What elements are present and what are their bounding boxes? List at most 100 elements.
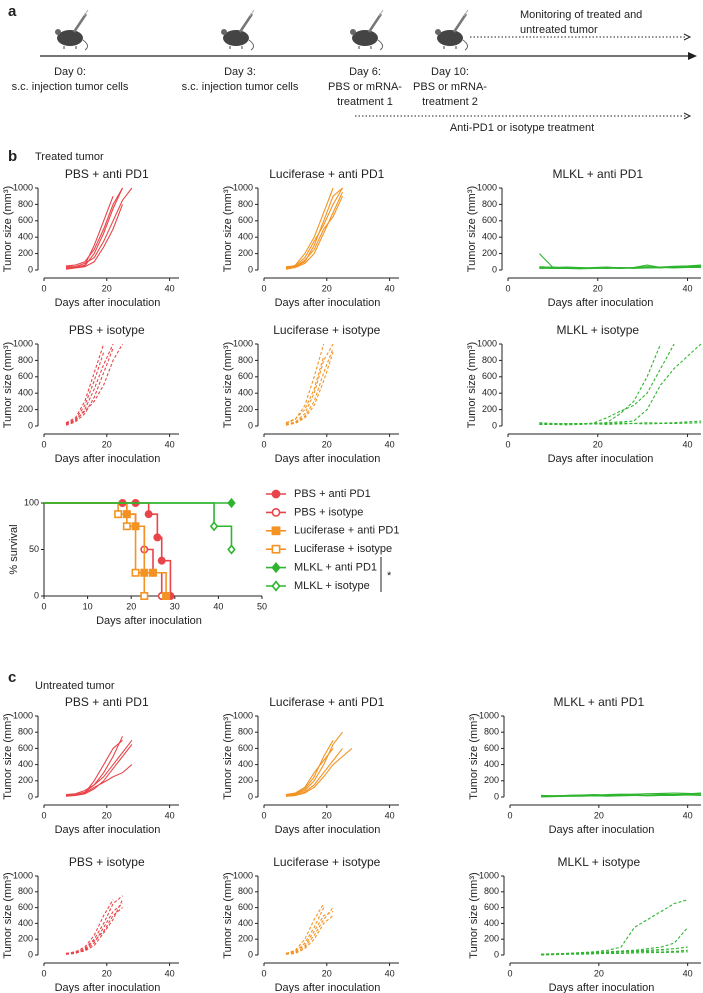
tumor-line bbox=[285, 187, 343, 269]
x-tick-label: 40 bbox=[213, 601, 223, 611]
x-tick-label: 20 bbox=[102, 810, 112, 820]
x-tick-label: 20 bbox=[593, 283, 603, 293]
tumor-line bbox=[65, 343, 105, 424]
x-tick-label: 40 bbox=[165, 810, 175, 820]
event-text: PBS or mRNA- bbox=[413, 81, 487, 93]
monitoring-text: untreated tumor bbox=[520, 24, 598, 36]
y-tick-label: 1000 bbox=[13, 870, 33, 880]
x-tick-label: 0 bbox=[261, 810, 266, 820]
y-tick-label: 600 bbox=[18, 215, 33, 225]
legend-marker bbox=[271, 489, 281, 499]
marker bbox=[227, 497, 236, 509]
y-tick-label: 1000 bbox=[477, 182, 497, 192]
y-tick-label: 0 bbox=[28, 420, 33, 430]
y-tick-label: 0 bbox=[28, 949, 33, 959]
section-title: Untreated tumor bbox=[35, 680, 115, 692]
chart-title: Luciferase + anti PD1 bbox=[269, 167, 384, 181]
chart-title: MLKL + isotype bbox=[558, 855, 641, 869]
tumor-line bbox=[65, 347, 114, 426]
event-day: Day 6: bbox=[349, 66, 381, 78]
y-tick-label: 400 bbox=[18, 918, 33, 928]
y-axis-label: Tumor size (mm³) bbox=[466, 342, 478, 428]
y-tick-label: 200 bbox=[18, 934, 33, 944]
tumor-line bbox=[65, 204, 124, 270]
tumor-line bbox=[541, 927, 689, 955]
y-axis-label: Tumor size (mm³) bbox=[2, 342, 14, 428]
legend-label: MLKL + isotype bbox=[294, 580, 370, 592]
y-tick-label: 600 bbox=[484, 902, 499, 912]
y-tick-label: 600 bbox=[18, 371, 33, 381]
y-axis-label: Tumor size (mm³) bbox=[2, 186, 14, 272]
tumor-line bbox=[285, 356, 325, 424]
y-tick-label: 0 bbox=[34, 590, 39, 600]
y-tick-label: 0 bbox=[494, 949, 499, 959]
event-text: s.c. injection tumor cells bbox=[12, 81, 129, 93]
x-tick-label: 20 bbox=[322, 439, 332, 449]
y-tick-label: 400 bbox=[238, 232, 253, 242]
y-tick-label: 400 bbox=[482, 232, 497, 242]
legend-label: Luciferase + isotype bbox=[294, 543, 392, 555]
tumor-line bbox=[541, 794, 702, 798]
y-tick-label: 0 bbox=[248, 264, 253, 274]
x-tick-label: 20 bbox=[322, 283, 332, 293]
y-tick-label: 400 bbox=[18, 759, 33, 769]
y-tick-label: 1000 bbox=[13, 338, 33, 348]
tumor-line bbox=[539, 343, 675, 425]
marker bbox=[131, 568, 140, 577]
chart-title: Luciferase + isotype bbox=[273, 855, 380, 869]
marker bbox=[162, 591, 171, 600]
legend-label: MLKL + anti PD1 bbox=[294, 562, 377, 574]
x-axis-label: Days after inoculation bbox=[275, 453, 381, 465]
y-axis-label: Tumor size (mm³) bbox=[468, 872, 480, 958]
tumor-line bbox=[285, 352, 334, 425]
tumor-line bbox=[541, 946, 688, 956]
tumor-line bbox=[65, 903, 123, 955]
chart-title: MLKL + anti PD1 bbox=[552, 167, 643, 181]
y-tick-label: 800 bbox=[484, 727, 499, 737]
tumor-line bbox=[285, 343, 334, 425]
y-tick-label: 0 bbox=[494, 791, 499, 801]
y-tick-label: 600 bbox=[18, 902, 33, 912]
y-tick-label: 800 bbox=[18, 199, 33, 209]
timeline bbox=[40, 8, 697, 120]
tumor-line bbox=[285, 910, 334, 954]
panel-label: c bbox=[8, 669, 16, 686]
y-tick-label: 1000 bbox=[233, 182, 253, 192]
tumor-line bbox=[541, 792, 702, 797]
legend-label: PBS + anti PD1 bbox=[294, 488, 371, 500]
x-axis-label: Days after inoculation bbox=[548, 297, 654, 309]
y-tick-label: 0 bbox=[248, 949, 253, 959]
marker bbox=[149, 568, 158, 577]
y-tick-label: 800 bbox=[484, 886, 499, 896]
x-tick-label: 20 bbox=[102, 283, 112, 293]
chart-title: PBS + anti PD1 bbox=[65, 695, 149, 709]
y-tick-label: 0 bbox=[28, 264, 33, 274]
y-tick-label: 0 bbox=[248, 791, 253, 801]
y-tick-label: 200 bbox=[482, 248, 497, 258]
y-tick-label: 0 bbox=[492, 420, 497, 430]
tumor-line bbox=[65, 899, 114, 954]
x-tick-label: 40 bbox=[165, 283, 175, 293]
section-title: Treated tumor bbox=[35, 151, 104, 163]
legend-label: PBS + isotype bbox=[294, 506, 363, 518]
x-axis-label: Days after inoculation bbox=[55, 453, 161, 465]
marker bbox=[144, 510, 153, 519]
chart-title: MLKL + anti PD1 bbox=[554, 695, 645, 709]
marker bbox=[209, 521, 219, 532]
y-tick-label: 600 bbox=[238, 371, 253, 381]
x-tick-label: 0 bbox=[507, 810, 512, 820]
x-axis-label: Days after inoculation bbox=[549, 824, 655, 836]
x-tick-label: 0 bbox=[261, 439, 266, 449]
y-tick-label: 1000 bbox=[233, 338, 253, 348]
y-tick-label: 800 bbox=[18, 886, 33, 896]
x-tick-label: 20 bbox=[102, 968, 112, 978]
y-tick-label: 1000 bbox=[233, 710, 253, 720]
tumor-line bbox=[65, 764, 133, 797]
y-tick-label: 400 bbox=[238, 759, 253, 769]
y-tick-label: 600 bbox=[238, 215, 253, 225]
x-tick-label: 20 bbox=[594, 810, 604, 820]
x-axis-label: Days after inoculation bbox=[549, 982, 655, 993]
tumor-line bbox=[539, 343, 702, 425]
x-axis-label: Days after inoculation bbox=[96, 615, 202, 627]
y-tick-label: 0 bbox=[28, 791, 33, 801]
